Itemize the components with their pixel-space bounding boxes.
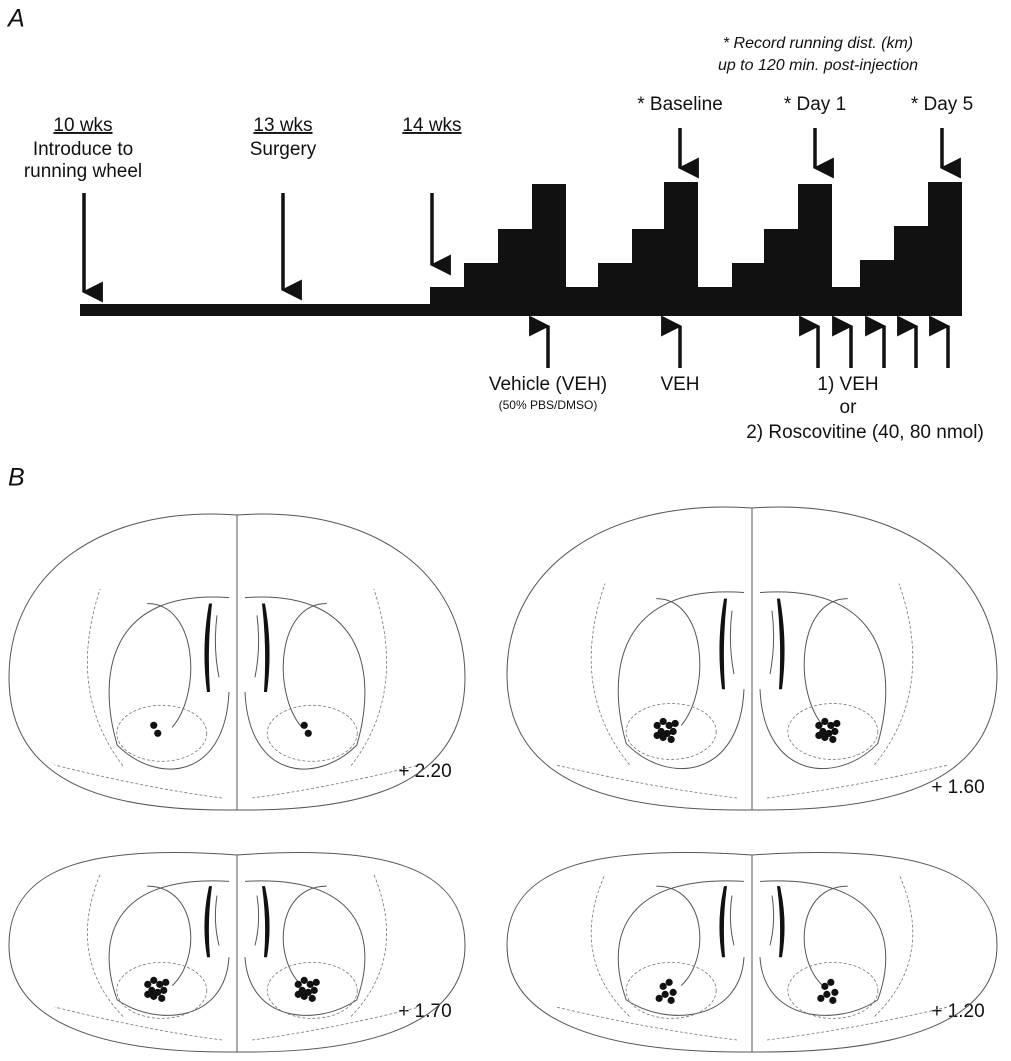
note: * Record running dist. (km) [723,35,913,52]
section-label: + 1.20 [931,1001,984,1022]
injection-site [313,979,320,986]
injection-label: VEH [660,374,699,395]
section-label: + 1.60 [931,777,984,798]
figure: A * Record running dist. (km) up to 120 … [0,0,1011,1056]
ventricle [204,604,212,693]
injection-label: or [840,397,858,418]
injection-site [829,736,836,743]
record-label: * Day 1 [784,94,846,115]
record-label: * Baseline [637,94,723,115]
injection-sub: (50% PBS/DMSO) [499,398,598,412]
timepoint-text: running wheel [24,161,142,182]
injection-site [656,995,663,1002]
cortex-border [875,584,913,765]
record-label: * Day 5 [911,94,973,115]
base [55,1007,222,1040]
ventricle [777,886,785,957]
injection-label: 2) Roscovitine (40, 80 nmol) [746,422,984,443]
ventricle [262,886,270,957]
injection-site [311,987,318,994]
injection-label: Vehicle (VEH) [489,374,607,395]
injection-site [654,722,661,729]
base [252,1007,419,1040]
brain-section [9,852,465,1052]
cortex-border [875,874,913,1016]
injection-site [660,983,667,990]
injection-site [295,991,302,998]
ventricle [204,886,212,957]
injection-site [817,995,824,1002]
timepoint-text: Surgery [250,139,317,160]
brain-section [9,514,465,810]
base [252,765,419,798]
injection-site [654,732,661,739]
section-label: + 1.70 [398,1001,451,1022]
base [55,765,222,798]
injection-site [305,730,312,737]
timepoint-title: 13 wks [253,115,312,136]
injection-site [660,718,667,725]
running-timeline [80,182,962,316]
injection-site [829,997,836,1004]
injection-site [162,979,169,986]
cortex-border [591,874,629,1016]
injection-site [821,718,828,725]
injection-site [831,728,838,735]
injection-site [827,979,834,986]
base [556,1007,737,1040]
timepoint-title: 10 wks [53,115,112,136]
injection-site [160,987,167,994]
timepoint-text: Introduce to [33,139,133,160]
injection-site [668,736,675,743]
brain-section [507,852,997,1052]
injection-site [158,995,165,1002]
injection-site [301,722,308,729]
accumbens [267,705,357,761]
injection-site [833,720,840,727]
base [556,765,737,798]
ventricle [777,599,785,690]
ventricle [262,604,270,693]
brain-section [507,507,997,810]
injection-site [815,722,822,729]
panel-label: A [6,5,25,33]
cortex-border [591,584,629,765]
ventricle [719,886,727,957]
note: up to 120 min. post-injection [718,57,918,74]
ventricle [719,599,727,690]
timepoint-title: 14 wks [402,115,461,136]
injection-site [154,730,161,737]
injection-site [309,995,316,1002]
injection-site [668,997,675,1004]
injection-site [666,979,673,986]
injection-site [821,983,828,990]
base [767,1007,948,1040]
panel-label: B [8,464,25,492]
injection-label: 1) VEH [817,374,878,395]
injection-site [150,977,157,984]
accumbens [117,705,207,761]
injection-site [672,720,679,727]
section-label: + 2.20 [398,761,451,782]
injection-site [823,991,830,998]
cortex-border [351,874,387,1016]
injection-site [144,991,151,998]
injection-site [670,989,677,996]
injection-site [831,989,838,996]
page: A * Record running dist. (km) up to 120 … [0,0,1011,1056]
injection-site [815,732,822,739]
injection-site [662,991,669,998]
injection-site [670,728,677,735]
injection-site [144,981,151,988]
base [767,765,948,798]
injection-site [150,722,157,729]
injection-site [301,977,308,984]
injection-site [295,981,302,988]
